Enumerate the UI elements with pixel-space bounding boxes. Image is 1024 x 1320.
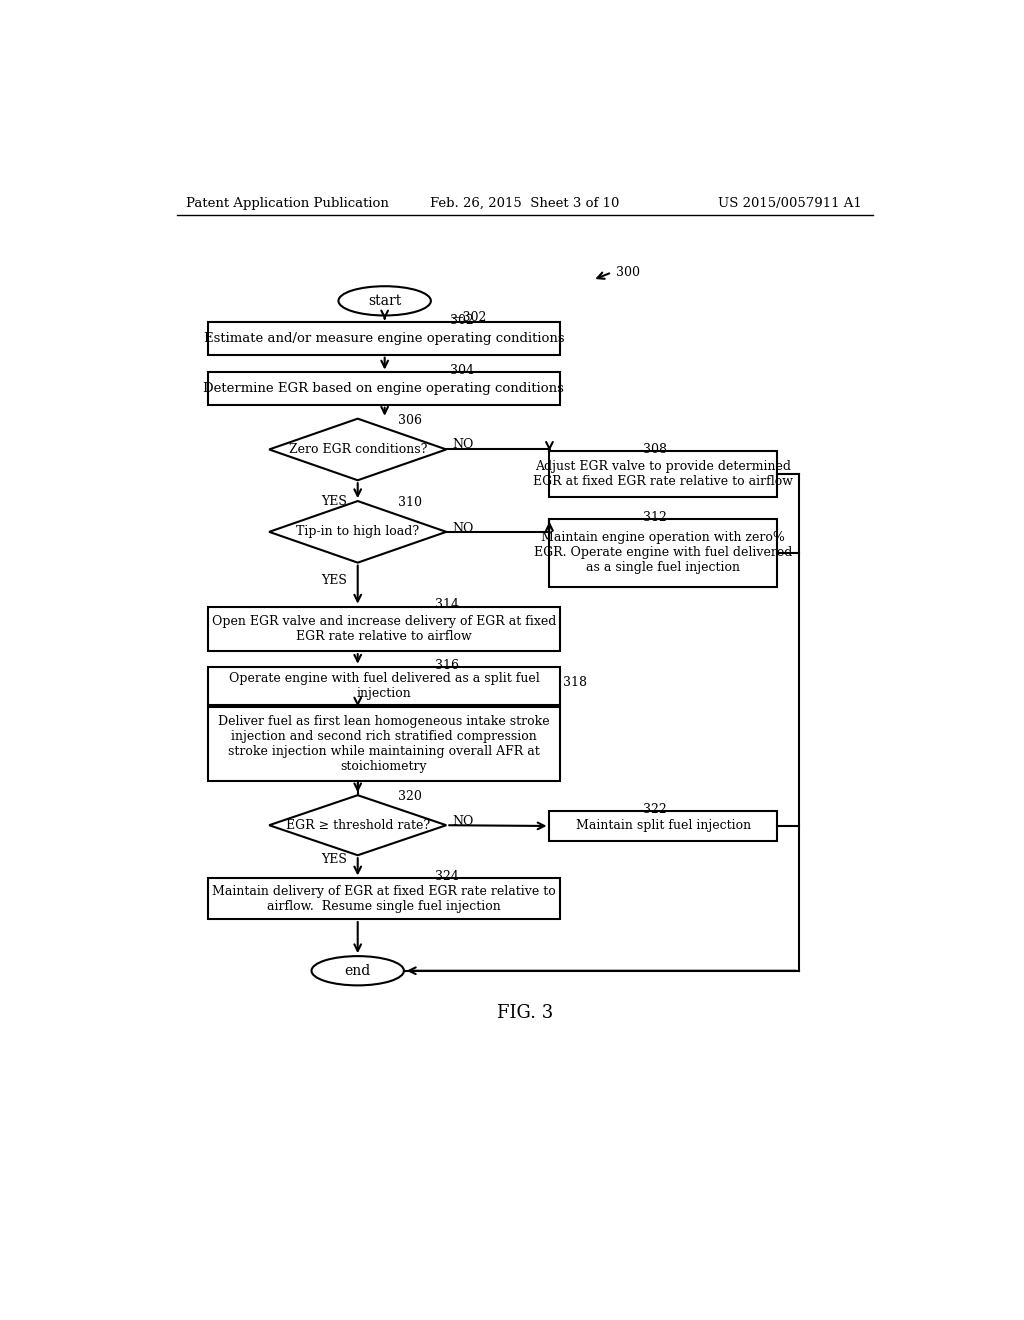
Text: Deliver fuel as first lean homogeneous intake stroke
injection and second rich s: Deliver fuel as first lean homogeneous i…	[218, 714, 550, 772]
FancyBboxPatch shape	[208, 372, 560, 405]
Polygon shape	[269, 502, 446, 562]
Text: Tip-in to high load?: Tip-in to high load?	[296, 525, 419, 539]
Text: 314: 314	[435, 598, 459, 611]
Text: 302: 302	[451, 314, 474, 327]
Text: NO: NO	[453, 521, 474, 535]
Text: 312: 312	[643, 511, 667, 524]
Text: 324: 324	[435, 870, 459, 883]
Text: US 2015/0057911 A1: US 2015/0057911 A1	[718, 197, 862, 210]
Text: 304: 304	[451, 364, 474, 378]
FancyBboxPatch shape	[550, 810, 777, 841]
Text: 300: 300	[615, 265, 640, 279]
Ellipse shape	[311, 956, 403, 985]
FancyBboxPatch shape	[208, 607, 560, 651]
Ellipse shape	[339, 286, 431, 315]
FancyBboxPatch shape	[208, 878, 560, 919]
Text: 310: 310	[397, 496, 422, 510]
Text: 318: 318	[563, 676, 588, 689]
Text: Maintain engine operation with zero%
EGR. Operate engine with fuel delivered
as : Maintain engine operation with zero% EGR…	[535, 531, 793, 574]
Text: NO: NO	[453, 438, 474, 451]
Text: Patent Application Publication: Patent Application Publication	[186, 197, 389, 210]
Text: EGR ≥ threshold rate?: EGR ≥ threshold rate?	[286, 818, 430, 832]
Text: YES: YES	[321, 853, 347, 866]
FancyBboxPatch shape	[208, 706, 560, 780]
Text: Adjust EGR valve to provide determined
EGR at fixed EGR rate relative to airflow: Adjust EGR valve to provide determined E…	[534, 461, 794, 488]
Polygon shape	[269, 418, 446, 480]
Text: YES: YES	[321, 495, 347, 508]
Text: end: end	[345, 964, 371, 978]
Text: Open EGR valve and increase delivery of EGR at fixed
EGR rate relative to airflo: Open EGR valve and increase delivery of …	[212, 615, 556, 643]
Text: Maintain split fuel injection: Maintain split fuel injection	[575, 820, 751, 833]
Text: Feb. 26, 2015  Sheet 3 of 10: Feb. 26, 2015 Sheet 3 of 10	[430, 197, 620, 210]
Text: Determine EGR based on engine operating conditions: Determine EGR based on engine operating …	[204, 381, 564, 395]
Text: YES: YES	[321, 574, 347, 587]
Text: 308: 308	[643, 444, 667, 455]
Text: 320: 320	[397, 791, 422, 804]
FancyBboxPatch shape	[208, 667, 560, 705]
Text: 316: 316	[435, 659, 459, 672]
FancyBboxPatch shape	[550, 519, 777, 586]
FancyBboxPatch shape	[550, 451, 777, 498]
Text: start: start	[368, 294, 401, 308]
Text: Operate engine with fuel delivered as a split fuel
injection: Operate engine with fuel delivered as a …	[228, 672, 540, 700]
Text: Maintain delivery of EGR at fixed EGR rate relative to
airflow.  Resume single f: Maintain delivery of EGR at fixed EGR ra…	[212, 884, 556, 912]
Text: Estimate and/or measure engine operating conditions: Estimate and/or measure engine operating…	[204, 333, 564, 345]
Text: —302: —302	[451, 312, 486, 325]
Text: 322: 322	[643, 803, 667, 816]
Text: Zero EGR conditions?: Zero EGR conditions?	[289, 444, 427, 455]
Polygon shape	[269, 795, 446, 855]
Text: 306: 306	[397, 413, 422, 426]
FancyBboxPatch shape	[208, 322, 560, 355]
Text: NO: NO	[453, 814, 474, 828]
Text: FIG. 3: FIG. 3	[497, 1005, 553, 1022]
